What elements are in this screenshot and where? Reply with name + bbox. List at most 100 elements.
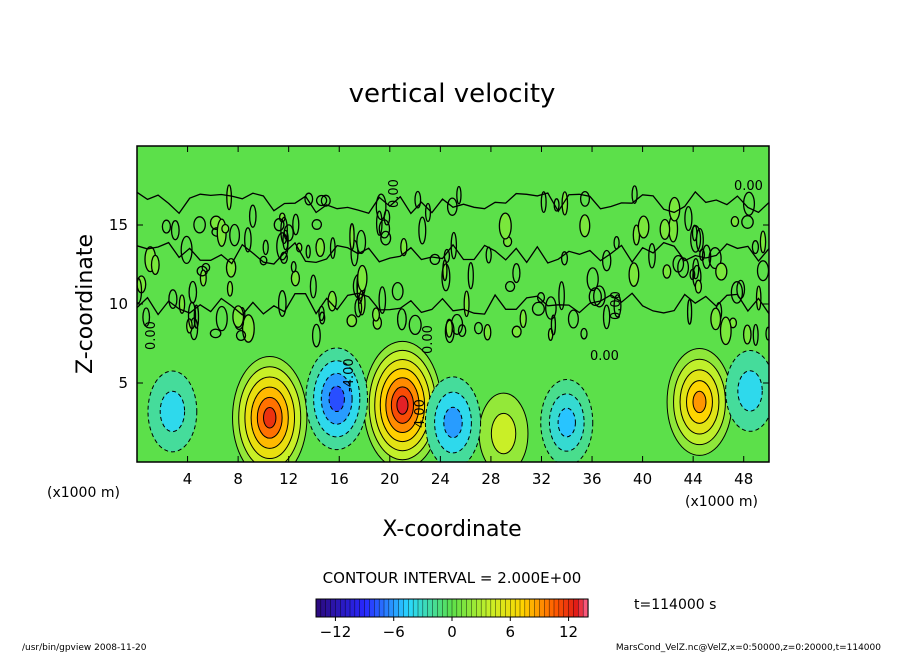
colorbar-swatch xyxy=(374,598,380,618)
contour-squiggle xyxy=(305,244,311,259)
x-tick-label: 16 xyxy=(330,470,349,488)
x-tick-label: 36 xyxy=(582,470,601,488)
contour-squiggle xyxy=(356,229,367,255)
velocity-cell-1-level-6 xyxy=(396,395,409,415)
x-axis: 4 8 12 16 20 24 28 32 36 40 44 48 xyxy=(183,146,753,488)
contour-squiggle xyxy=(579,214,591,238)
contour-squiggle xyxy=(715,262,728,281)
contour-squiggle xyxy=(628,262,640,287)
colorbar-swatch xyxy=(325,598,332,618)
contour-squiggle xyxy=(692,258,700,280)
contour-squiggle xyxy=(719,316,732,346)
velocity-cell-5-level-2 xyxy=(443,406,463,439)
colorbar-swatch xyxy=(349,598,356,618)
x-tick-label: 20 xyxy=(380,470,399,488)
contour-squiggle xyxy=(531,301,545,316)
contour-squiggle xyxy=(662,264,672,279)
contour-line xyxy=(137,241,769,265)
contour-squiggle xyxy=(378,286,387,314)
contour-squiggle xyxy=(444,319,455,344)
velocity-cell-6-level-2 xyxy=(557,407,576,438)
contour-label: 4.00 xyxy=(413,399,428,428)
contour-squiggle xyxy=(168,289,178,310)
contour-squiggle xyxy=(504,280,516,293)
contour-squiggle xyxy=(400,237,408,257)
colorbar-swatch xyxy=(359,598,366,618)
colorbar-swatch xyxy=(427,598,434,618)
velocity-cell-7-level-1 xyxy=(159,390,186,433)
x-unit-left: (x1000 m) xyxy=(47,485,120,501)
contour-squiggle xyxy=(759,230,767,254)
contour-squiggle xyxy=(631,185,638,204)
contour-interval: CONTOUR INTERVAL = 2.000E+00 xyxy=(323,569,582,587)
colorbar-swatch xyxy=(514,598,521,618)
contour-squiggle xyxy=(193,304,200,329)
contour-squiggle xyxy=(315,237,326,258)
contour-squiggle xyxy=(396,308,407,331)
colorbar-swatch xyxy=(432,598,439,618)
contour-squiggle xyxy=(371,307,381,322)
y-tick-label: 15 xyxy=(109,216,128,234)
contour-squiggle xyxy=(292,213,300,236)
colorbar-swatch xyxy=(330,598,337,618)
colorbar-swatch xyxy=(422,598,429,618)
contour-squiggle xyxy=(229,223,241,247)
contour-squiggle xyxy=(560,251,569,266)
colorbar-swatch xyxy=(558,598,565,618)
x-tick-label: 4 xyxy=(183,470,193,488)
contour-squiggle xyxy=(262,239,269,256)
colorbar-swatch xyxy=(529,598,536,618)
colorbar-swatch xyxy=(446,598,453,618)
contour-squiggle xyxy=(648,243,656,269)
x-tick-label: 32 xyxy=(532,470,551,488)
contour-squiggle xyxy=(357,264,368,292)
contour-squiggle xyxy=(456,185,462,205)
contour-squiggle xyxy=(137,277,143,304)
velocity-cell-3-level-1 xyxy=(490,412,517,455)
contour-squiggle xyxy=(226,280,234,297)
contour-squiggle xyxy=(311,219,323,230)
colorbar-swatch xyxy=(490,598,497,618)
colorbar-swatch xyxy=(383,598,390,618)
contour-squiggle xyxy=(613,294,622,318)
contour-squiggle xyxy=(579,190,591,207)
contour-squiggle xyxy=(188,280,198,304)
contour-squiggle xyxy=(346,314,358,328)
y-tick-label: 10 xyxy=(109,295,128,313)
contour-squiggle xyxy=(752,323,759,346)
contour-squiggle xyxy=(442,259,448,282)
y-tick-label: 5 xyxy=(118,374,128,392)
contour-squiggle xyxy=(536,292,546,303)
contour-label: 0.00 xyxy=(144,321,159,350)
colorbar-swatch xyxy=(378,598,385,618)
contour-squiggle xyxy=(558,281,565,311)
colorbar-swatch xyxy=(563,598,570,618)
contour-squiggle xyxy=(730,281,744,304)
colorbar-swatch xyxy=(500,598,507,618)
contour-squiggle xyxy=(276,232,289,261)
contour-squiggle xyxy=(248,204,257,228)
colorbar-swatch xyxy=(495,598,502,618)
colorbar-swatch xyxy=(408,598,414,618)
colorbar-tick-label: 12 xyxy=(559,623,578,641)
contour-squiggle xyxy=(225,257,237,278)
contour-squiggle xyxy=(429,253,441,266)
contour-squiggle xyxy=(511,325,522,338)
contour-squiggle xyxy=(694,279,703,294)
x-unit-right: (x1000 m) xyxy=(685,494,758,510)
colorbar-swatch xyxy=(466,598,473,618)
contour-squiggle xyxy=(519,309,527,329)
contour-squiggle xyxy=(199,269,207,287)
contour-squiggle xyxy=(580,327,588,340)
contour-squiggle xyxy=(668,196,681,222)
contour-squiggle xyxy=(545,296,557,320)
colorbar-swatch xyxy=(476,598,482,618)
time-label: t=114000 s xyxy=(634,597,716,613)
contour-squiggle xyxy=(483,323,492,341)
contour-squiggle xyxy=(309,274,317,299)
contour-squiggle xyxy=(512,263,521,284)
contour-squiggle xyxy=(349,223,355,251)
contour-squiggle xyxy=(178,294,186,314)
colorbar-swatch xyxy=(320,598,327,618)
contour-squiggle xyxy=(180,235,193,265)
